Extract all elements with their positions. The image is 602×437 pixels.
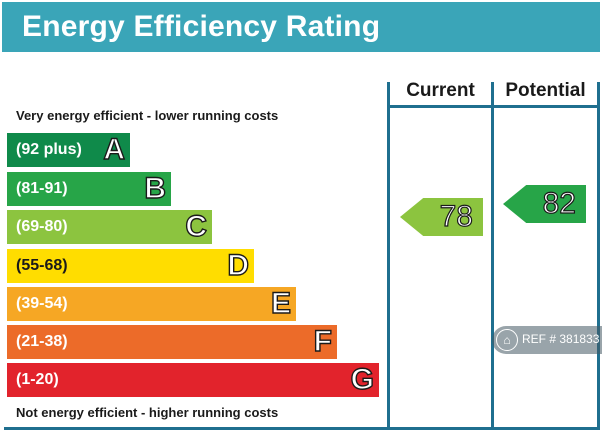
band-letter: G — [350, 362, 375, 396]
band-range-label: (1-20) — [16, 371, 59, 388]
current-rating-value: 78 — [439, 199, 474, 233]
bottom-caption: Not energy efficient - higher running co… — [16, 405, 279, 420]
band-range-label: (92 plus) — [16, 141, 82, 158]
band-d: (55-68) D — [7, 248, 254, 283]
band-letter: E — [270, 286, 291, 320]
current-rating-arrow: 78 — [400, 198, 483, 236]
potential-rating-arrow: 82 — [503, 185, 586, 223]
column-current-label: Current — [406, 80, 475, 101]
header-bar: Energy Efficiency Rating — [2, 2, 600, 52]
divider-left — [387, 82, 390, 430]
band-letter: B — [144, 171, 167, 205]
home-icon: ⌂ — [496, 329, 518, 351]
band-range-label: (39-54) — [16, 295, 68, 312]
band-a: (92 plus) A — [7, 132, 130, 167]
band-g: (1-20) G — [7, 362, 379, 397]
top-caption: Very energy efficient - lower running co… — [16, 108, 279, 123]
band-range-label: (81-91) — [16, 180, 68, 197]
band-e: (39-54) E — [7, 286, 296, 321]
band-b: (81-91) B — [7, 171, 171, 206]
column-potential-label: Potential — [505, 80, 586, 101]
band-range-label: (69-80) — [16, 218, 68, 235]
band-range-label: (21-38) — [16, 333, 68, 350]
divider-right — [597, 82, 600, 430]
potential-rating-value: 82 — [542, 186, 577, 220]
band-letter: D — [227, 248, 250, 282]
band-range-label: (55-68) — [16, 257, 68, 274]
band-c: (69-80) C — [7, 209, 212, 244]
reference-text: REF # 381833 — [522, 332, 600, 346]
divider-middle — [491, 82, 494, 430]
band-letter: C — [185, 209, 208, 243]
page-title: Energy Efficiency Rating — [22, 10, 381, 43]
band-f: (21-38) F — [7, 324, 337, 359]
reference-watermark: ⌂ REF # 381833 — [492, 326, 602, 354]
header-underline — [387, 105, 600, 108]
band-letter: F — [313, 324, 333, 358]
table-bottom-line — [4, 427, 600, 430]
band-letter: A — [103, 132, 126, 166]
